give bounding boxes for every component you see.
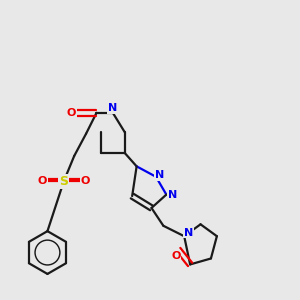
Text: O: O <box>67 108 76 118</box>
Text: N: N <box>168 190 177 200</box>
Text: N: N <box>108 103 118 113</box>
Text: S: S <box>59 175 68 188</box>
Text: N: N <box>155 170 164 180</box>
Text: N: N <box>184 228 193 238</box>
Text: O: O <box>171 251 181 261</box>
Text: O: O <box>38 176 47 186</box>
Text: O: O <box>81 176 90 186</box>
